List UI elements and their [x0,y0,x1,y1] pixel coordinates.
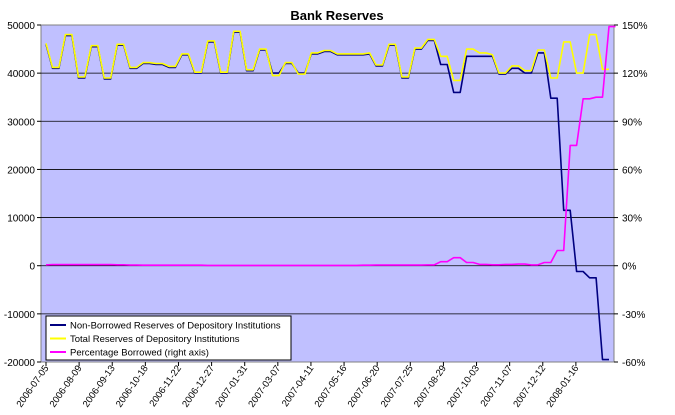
legend-label: Percentage Borrowed (right axis) [70,348,209,359]
chart-title: Bank Reserves [290,8,383,23]
left-y-axis: -20000 -10000 0 10000 20000 30000 40000 50000 [4,21,41,369]
left-tick-label: 40000 [7,69,35,80]
left-tick-label: 20000 [7,165,35,176]
right-tick-label: 150% [622,21,648,32]
x-tick-label: 2007-10-03 [445,363,482,409]
legend-label: Non-Borrowed Reserves of Depository Inst… [70,321,281,332]
x-tick-label: 2007-04-11 [280,363,316,409]
left-tick-label: 30000 [7,117,35,128]
x-tick-label: 2006-08-09 [48,363,85,409]
x-tick-label: 2006-11-22 [147,363,183,409]
series-line-3 [45,25,616,267]
left-tick-label: 0 [29,262,35,273]
right-tick-label: 0% [622,262,637,273]
left-tick-label: -10000 [4,310,36,321]
series-lines [45,25,616,361]
x-tick-label: 2007-03-07 [246,363,283,409]
left-tick-label: 50000 [7,21,35,32]
right-y-axis: -60% -30% 0% 30% 60% 90% 120% 150% [614,21,648,369]
legend-box [45,315,292,361]
x-tick-label: 2007-08-29 [412,363,449,409]
x-tick-label: 2008-01-16 [544,363,581,409]
series-line-2 [45,30,609,82]
right-tick-label: 60% [622,165,642,176]
x-axis: 2006-07-052006-08-092006-09-132006-10-18… [15,362,581,410]
right-tick-label: 30% [622,214,642,225]
x-tick-label: 2006-10-18 [114,363,151,409]
x-tick-label: 2006-12-27 [180,363,217,409]
x-tick-label: 2007-12-12 [511,363,548,409]
legend: Non-Borrowed Reserves of Depository Inst… [45,315,292,361]
x-tick-label: 2007-01-31 [213,363,250,409]
left-tick-label: 10000 [7,214,35,225]
right-tick-label: 120% [622,69,648,80]
x-tick-label: 2006-09-13 [81,363,118,409]
x-tick-label: 2007-07-25 [379,363,416,409]
x-tick-label: 2006-07-05 [15,363,52,409]
x-tick-label: 2007-05-16 [313,363,350,409]
left-tick-label: -20000 [4,358,36,369]
x-tick-label: 2007-11-07 [479,363,515,409]
x-tick-label: 2007-06-20 [346,363,383,409]
right-tick-label: -60% [622,358,645,369]
plot-area [40,24,615,363]
legend-label: Total Reserves of Depository Institution… [70,334,240,345]
right-tick-label: 90% [622,117,642,128]
right-tick-label: -30% [622,310,645,321]
